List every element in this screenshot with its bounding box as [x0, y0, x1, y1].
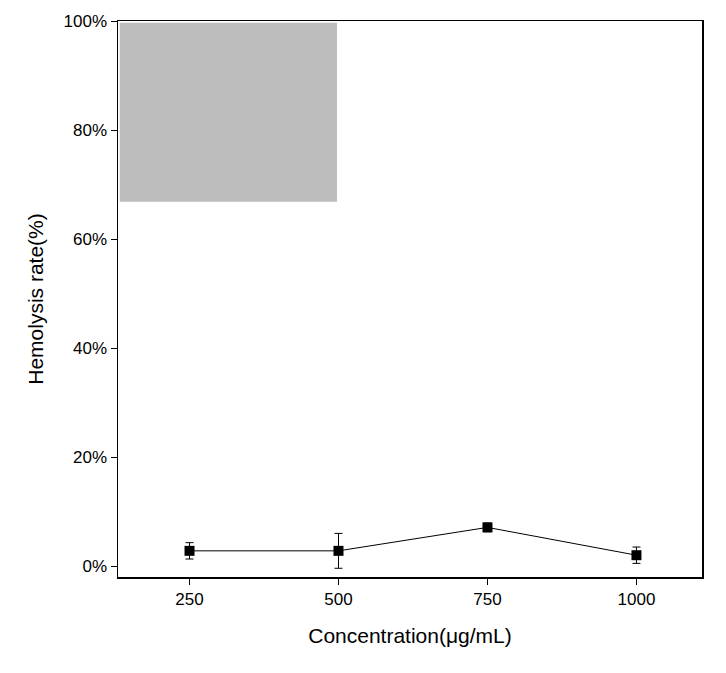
- svg-text:40%: 40%: [73, 339, 107, 358]
- svg-text:Concentration(μg/mL): Concentration(μg/mL): [308, 624, 512, 647]
- svg-text:750: 750: [473, 590, 501, 609]
- svg-text:20%: 20%: [73, 448, 107, 467]
- svg-text:100%: 100%: [64, 12, 107, 31]
- svg-text:1000: 1000: [618, 590, 656, 609]
- svg-text:500: 500: [324, 590, 352, 609]
- svg-text:250: 250: [175, 590, 203, 609]
- svg-text:80%: 80%: [73, 121, 107, 140]
- svg-text:Hemolysis rate(%): Hemolysis rate(%): [24, 213, 47, 385]
- svg-text:60%: 60%: [73, 230, 107, 249]
- svg-text:0%: 0%: [83, 557, 108, 576]
